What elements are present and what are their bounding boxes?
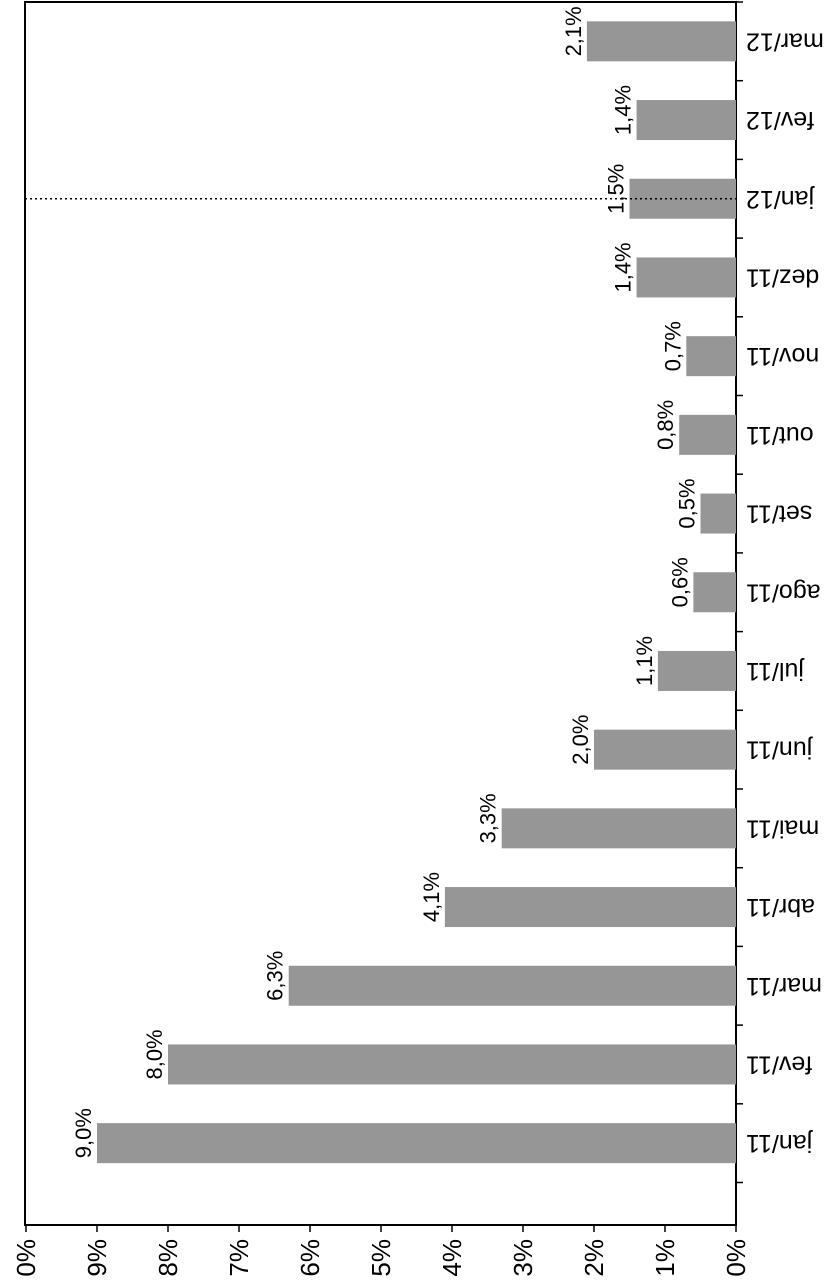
value-tick-label: 0%	[721, 1239, 751, 1277]
data-label: 6,3%	[263, 951, 288, 1001]
data-label: 1,4%	[611, 85, 636, 135]
bar-jul-11	[657, 650, 736, 691]
category-label: fev/11	[746, 1050, 812, 1078]
value-tick-label: 8%	[153, 1239, 183, 1277]
category-label: jan/11	[746, 1129, 813, 1157]
data-label: 2,1%	[561, 6, 586, 56]
bar-set-11	[700, 493, 736, 534]
category-label: jul/11	[746, 657, 805, 685]
value-tick-label: 6%	[295, 1239, 325, 1277]
value-tick-label: 7%	[224, 1239, 254, 1277]
category-label: dez/11	[746, 263, 819, 291]
category-label: fev/12	[746, 106, 814, 134]
bar-nov-11	[686, 336, 736, 377]
category-label: mai/11	[746, 814, 819, 842]
value-tick-label: 3%	[508, 1239, 538, 1277]
data-label: 0,8%	[653, 400, 678, 450]
bar-abr-11	[444, 887, 736, 928]
category-label: out/11	[746, 421, 814, 449]
data-label: 2,0%	[568, 715, 593, 765]
value-tick-label: 9%	[82, 1239, 112, 1277]
category-label: set/11	[746, 500, 812, 528]
bar-dez-11	[636, 257, 736, 298]
bar-out-11	[679, 414, 736, 455]
category-label: jun/11	[746, 736, 813, 764]
bar-jan-12	[629, 178, 736, 219]
value-tick-label: 2%	[579, 1239, 609, 1277]
data-label: 9,0%	[71, 1108, 96, 1158]
data-label: 1,5%	[604, 164, 629, 214]
value-tick-label: 5%	[366, 1239, 396, 1277]
bar-mar-12	[586, 21, 736, 62]
category-label: mar/12	[746, 27, 824, 55]
bar-ago-11	[693, 572, 736, 613]
data-label: 0,6%	[667, 557, 692, 607]
category-label: abr/11	[746, 893, 815, 921]
data-label: 1,4%	[611, 242, 636, 292]
bar-jan-11	[97, 1123, 736, 1164]
data-label: 8,0%	[142, 1029, 167, 1079]
value-tick-label: 10%	[11, 1239, 41, 1278]
bar-jun-11	[594, 729, 736, 770]
category-label: jan/12	[746, 185, 815, 213]
value-tick-label: 4%	[437, 1239, 467, 1277]
data-label: 0,7%	[660, 321, 685, 371]
data-label: 1,1%	[632, 636, 657, 686]
bar-mai-11	[501, 808, 736, 849]
bar-fev-11	[168, 1044, 736, 1085]
bar-fev-12	[636, 100, 736, 141]
category-label: mar/11	[746, 972, 822, 1000]
value-tick-label: 1%	[650, 1239, 680, 1277]
data-label: 3,3%	[476, 793, 501, 843]
bar-mar-11	[288, 965, 736, 1006]
plot-frame	[24, 1, 737, 1226]
data-label: 0,5%	[675, 478, 700, 528]
data-label: 4,1%	[419, 872, 444, 922]
category-label: ago/11	[746, 578, 821, 606]
category-label: nov/11	[746, 342, 819, 370]
